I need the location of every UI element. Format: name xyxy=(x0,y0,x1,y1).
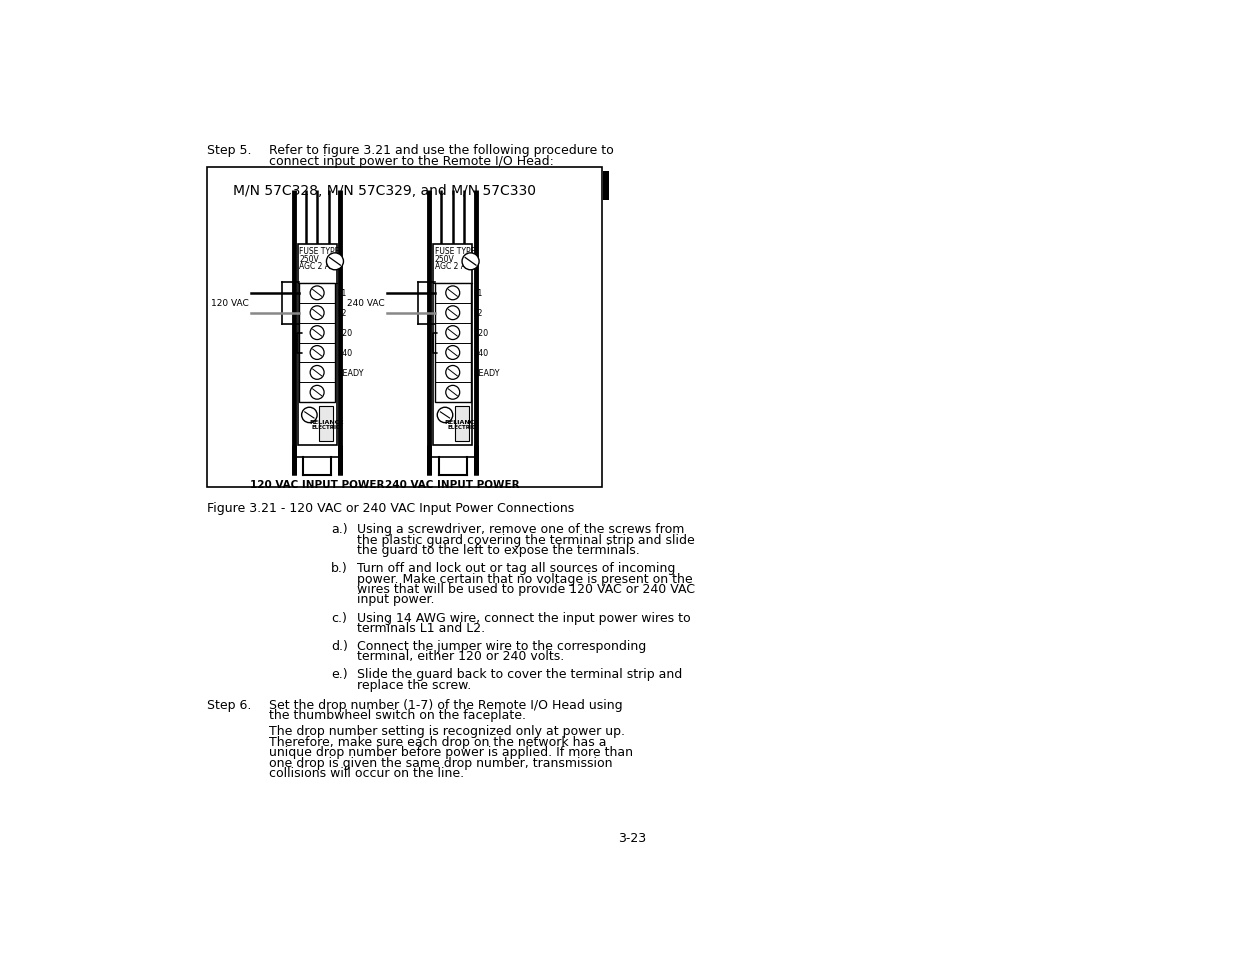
Text: 240 VAC INPUT POWER: 240 VAC INPUT POWER xyxy=(385,479,520,490)
Text: 250V: 250V xyxy=(299,254,319,263)
Circle shape xyxy=(301,408,317,423)
Text: 120 VAC INPUT POWER: 120 VAC INPUT POWER xyxy=(249,479,384,490)
Text: b.): b.) xyxy=(331,561,348,575)
Text: power. Make certain that no voltage is present on the: power. Make certain that no voltage is p… xyxy=(357,572,693,585)
Text: Refer to figure 3.21 and use the following procedure to: Refer to figure 3.21 and use the followi… xyxy=(269,144,614,156)
Text: 240: 240 xyxy=(473,349,488,357)
Circle shape xyxy=(310,386,324,400)
Text: the guard to the left to expose the terminals.: the guard to the left to expose the term… xyxy=(357,543,640,557)
Circle shape xyxy=(446,307,459,320)
Text: READY: READY xyxy=(473,369,499,377)
Text: c.): c.) xyxy=(331,611,347,624)
Text: 240 VAC: 240 VAC xyxy=(347,299,384,308)
Text: 120 VAC: 120 VAC xyxy=(211,299,249,308)
Text: input power.: input power. xyxy=(357,593,435,606)
Text: wires that will be used to provide 120 VAC or 240 VAC: wires that will be used to provide 120 V… xyxy=(357,582,695,596)
Bar xyxy=(298,245,336,445)
Text: unique drop number before power is applied. If more than: unique drop number before power is appli… xyxy=(269,745,634,759)
Text: L2: L2 xyxy=(337,309,347,318)
Circle shape xyxy=(446,326,459,340)
Text: Using 14 AWG wire, connect the input power wires to: Using 14 AWG wire, connect the input pow… xyxy=(357,611,692,624)
Text: RELIANCE: RELIANCE xyxy=(445,419,479,424)
Text: ELECTRIC: ELECTRIC xyxy=(312,424,341,430)
Circle shape xyxy=(310,366,324,380)
Circle shape xyxy=(326,253,343,271)
Text: AGC 2 AMP: AGC 2 AMP xyxy=(435,262,477,271)
Text: Step 6.: Step 6. xyxy=(207,698,252,711)
Text: one drop is given the same drop number, transmission: one drop is given the same drop number, … xyxy=(269,756,613,769)
Text: replace the screw.: replace the screw. xyxy=(357,679,472,691)
Text: 3-23: 3-23 xyxy=(619,831,647,844)
Circle shape xyxy=(446,346,459,360)
Text: 120: 120 xyxy=(473,329,488,337)
Circle shape xyxy=(446,386,459,400)
Text: FUSE TYPE: FUSE TYPE xyxy=(299,247,340,255)
Text: 240: 240 xyxy=(337,349,352,357)
Circle shape xyxy=(310,287,324,300)
Text: 120: 120 xyxy=(337,329,352,337)
Text: Using a screwdriver, remove one of the screws from: Using a screwdriver, remove one of the s… xyxy=(357,523,684,536)
Text: e.): e.) xyxy=(331,668,348,680)
Bar xyxy=(320,407,333,441)
Bar xyxy=(433,245,472,445)
Bar xyxy=(207,168,603,487)
Text: Set the drop number (1-7) of the Remote I/O Head using: Set the drop number (1-7) of the Remote … xyxy=(269,698,622,711)
Text: d.): d.) xyxy=(331,639,348,652)
Circle shape xyxy=(446,366,459,380)
Text: Figure 3.21 - 120 VAC or 240 VAC Input Power Connections: Figure 3.21 - 120 VAC or 240 VAC Input P… xyxy=(207,501,574,515)
Circle shape xyxy=(437,408,453,423)
Text: terminal, either 120 or 240 volts.: terminal, either 120 or 240 volts. xyxy=(357,650,564,662)
Text: collisions will occur on the line.: collisions will occur on the line. xyxy=(269,766,464,780)
Text: Slide the guard back to cover the terminal strip and: Slide the guard back to cover the termin… xyxy=(357,668,683,680)
Text: a.): a.) xyxy=(331,523,348,536)
Text: Turn off and lock out or tag all sources of incoming: Turn off and lock out or tag all sources… xyxy=(357,561,676,575)
Text: 250V: 250V xyxy=(435,254,454,263)
Text: L2: L2 xyxy=(473,309,483,318)
Bar xyxy=(454,407,469,441)
Text: The drop number setting is recognized only at power up.: The drop number setting is recognized on… xyxy=(269,724,625,738)
Text: the thumbwheel switch on the faceplate.: the thumbwheel switch on the faceplate. xyxy=(269,708,526,721)
Circle shape xyxy=(310,346,324,360)
Text: Step 5.: Step 5. xyxy=(207,144,252,156)
Circle shape xyxy=(446,287,459,300)
Bar xyxy=(435,284,471,403)
Text: FUSE TYPE: FUSE TYPE xyxy=(435,247,475,255)
Text: Connect the jumper wire to the corresponding: Connect the jumper wire to the correspon… xyxy=(357,639,647,652)
Bar xyxy=(299,284,335,403)
Text: AGC 2 AMP: AGC 2 AMP xyxy=(299,262,342,271)
Text: RELIANCE: RELIANCE xyxy=(309,419,343,424)
Text: Therefore, make sure each drop on the network has a: Therefore, make sure each drop on the ne… xyxy=(269,735,606,748)
Circle shape xyxy=(310,326,324,340)
Text: ELECTRIC: ELECTRIC xyxy=(447,424,477,430)
Bar xyxy=(603,172,609,201)
Circle shape xyxy=(310,307,324,320)
Text: L1: L1 xyxy=(337,289,347,298)
Circle shape xyxy=(462,253,479,271)
Text: connect input power to the Remote I/O Head:: connect input power to the Remote I/O He… xyxy=(269,154,555,168)
Text: terminals L1 and L2.: terminals L1 and L2. xyxy=(357,621,485,635)
Text: L1: L1 xyxy=(473,289,483,298)
Text: READY: READY xyxy=(337,369,364,377)
Text: the plastic guard covering the terminal strip and slide: the plastic guard covering the terminal … xyxy=(357,533,695,546)
Text: M/N 57C328, M/N 57C329, and M/N 57C330: M/N 57C328, M/N 57C329, and M/N 57C330 xyxy=(233,184,536,197)
